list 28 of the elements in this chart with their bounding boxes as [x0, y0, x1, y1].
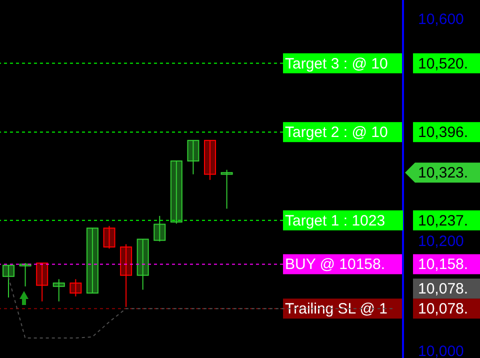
candlestick [187, 140, 200, 175]
candlestick [103, 225, 116, 250]
candlestick [204, 140, 216, 180]
ref-line-label: Target 3 : @ 10 [285, 55, 388, 72]
candlestick [170, 160, 182, 224]
ref-line-label: BUY @ 10158. [285, 256, 386, 274]
y-tick-label: 10,078. [418, 300, 468, 318]
y-tick-label: 10,323. [418, 164, 468, 182]
candlestick [19, 262, 32, 287]
candlestick [136, 238, 149, 290]
candlestick [86, 228, 98, 294]
ref-line-label: Target 2 : @ 10 [285, 124, 388, 142]
candlestick [52, 278, 65, 302]
candlestick [2, 264, 14, 298]
y-tick-label: 10,396. [418, 124, 468, 142]
candlestick [70, 278, 82, 297]
candlestick [36, 262, 48, 302]
ref-line-label: Trailing SL @ 1 [285, 300, 388, 318]
y-tick-label: 10,200 [418, 232, 464, 250]
y-tick-label: 10,600 [418, 10, 464, 28]
annotation: Target 1 : 1023 [285, 212, 386, 230]
y-tick-label: 10,158. [418, 256, 468, 274]
candlestick [220, 169, 233, 210]
y-tick-label: 10,520. [418, 55, 468, 72]
y-tick-label: 10,237. [418, 212, 468, 230]
y-tick-label: 10,000 [418, 343, 464, 358]
candlestick [120, 244, 132, 308]
candlestick [154, 215, 166, 242]
